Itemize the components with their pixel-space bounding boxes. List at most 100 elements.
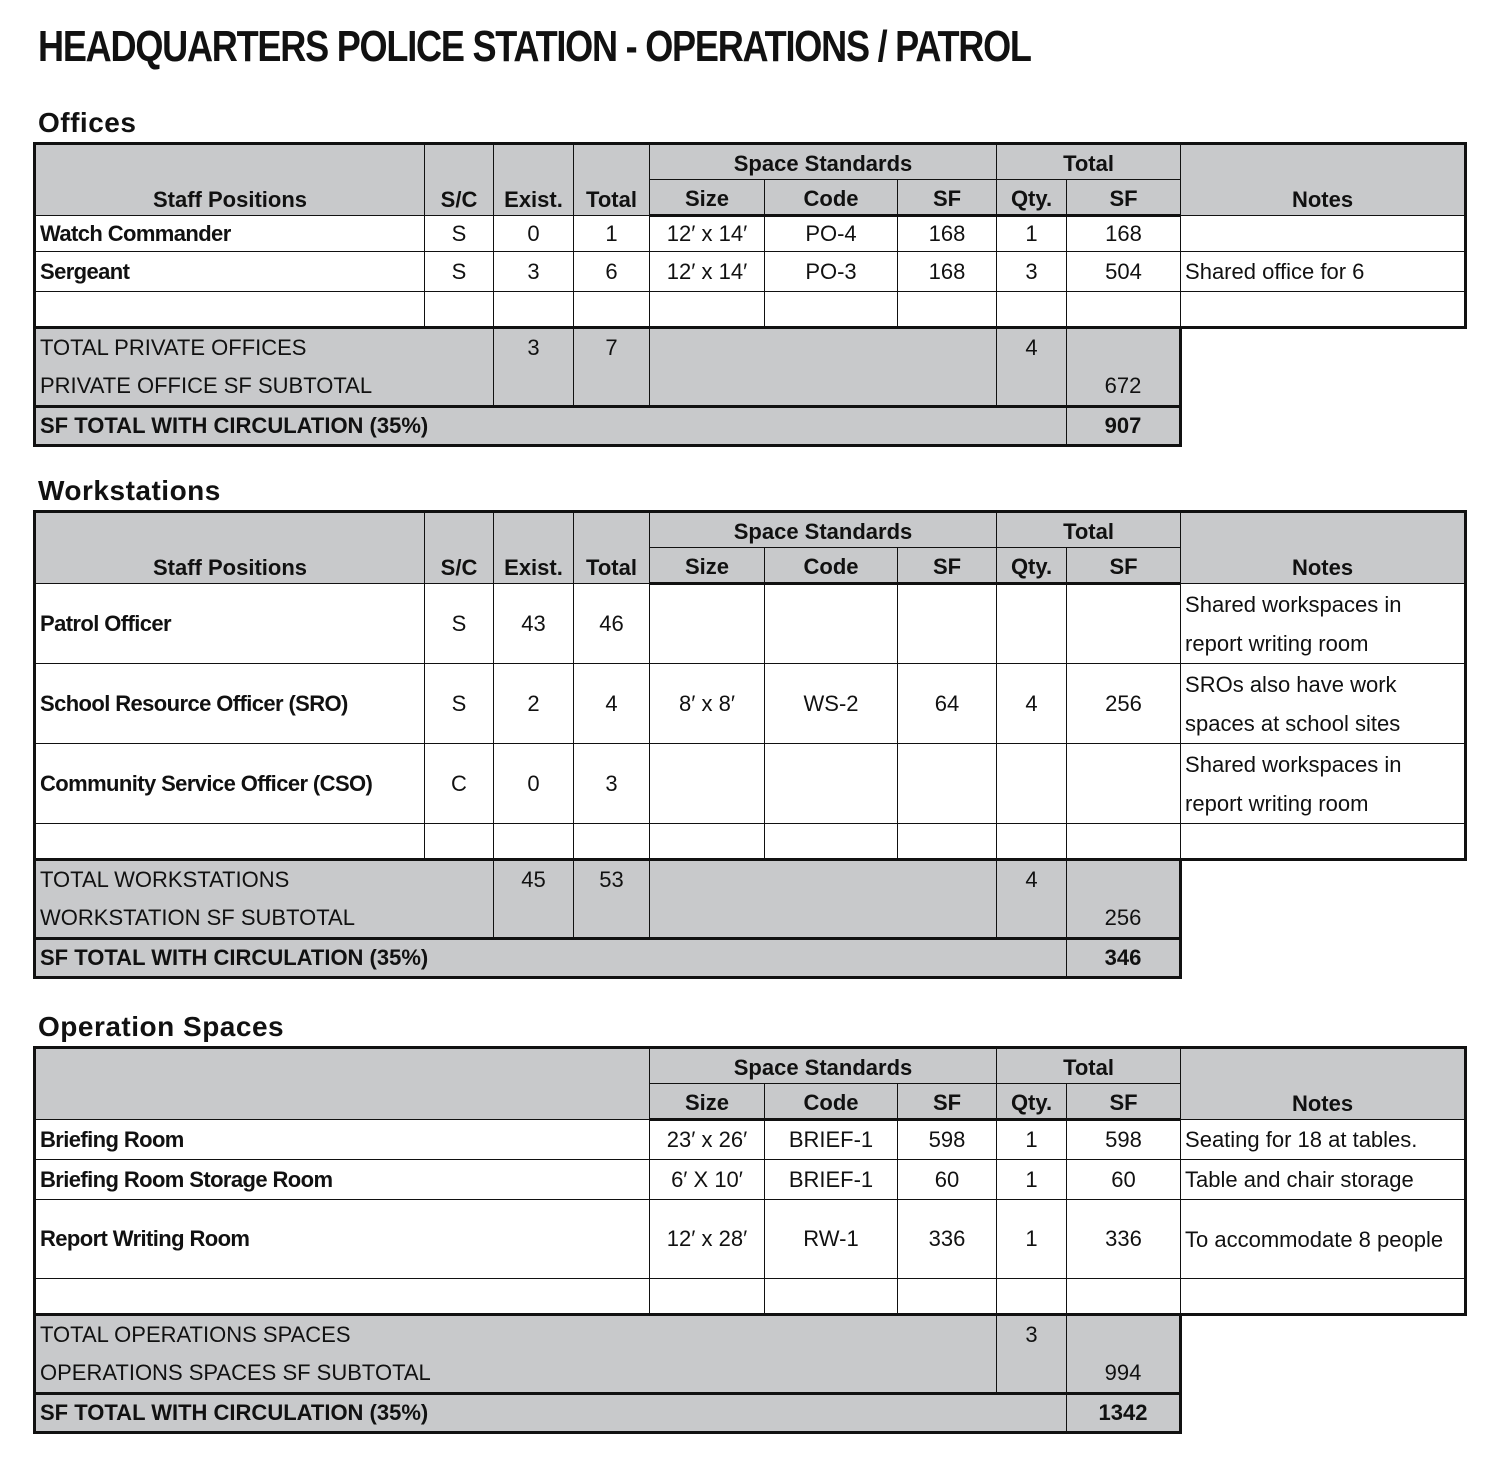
code-value: WS-2 (764, 663, 898, 744)
qty-sum: 4 (996, 327, 1067, 407)
page-title: HEADQUARTERS POLICE STATION - OPERATIONS… (38, 22, 1032, 71)
header-space-standards: Space Standards (648, 511, 998, 548)
blank (649, 859, 997, 939)
total-value: 6 (573, 251, 650, 292)
notes-value: Shared workspaces in report writing room (1180, 743, 1467, 824)
exist-value: 43 (493, 583, 574, 664)
sf-value (896, 291, 998, 328)
code-value (764, 1278, 898, 1315)
table-row: Sergeant S 3 6 12′ x 14′ PO-3 168 3 504 Shared of… (34, 251, 1467, 292)
qty-value (996, 291, 1068, 328)
sc-value: S (424, 663, 494, 744)
header-size: Size (649, 1083, 765, 1121)
code-value (764, 291, 898, 328)
table-row: Watch Commander S 0 1 12′ x 14′ PO-4 168 1 168 (34, 215, 1467, 252)
code-value: RW-1 (764, 1199, 898, 1279)
header-staff-positions: Staff Positions (34, 511, 425, 584)
count-label: TOTAL PRIVATE OFFICES (34, 327, 494, 367)
table-row (34, 291, 1467, 328)
operations-section: Operation Spaces Space Standards Total Note… (33, 1012, 1468, 1434)
circulation-label: SF TOTAL WITH CIRCULATION (35%) (34, 937, 1067, 978)
header-total: Total (573, 143, 650, 216)
sc-value: S (424, 583, 494, 664)
position-name (34, 291, 425, 328)
header-qty: Qty. (996, 179, 1068, 217)
qty-value: 1 (996, 215, 1068, 252)
total-sf-value: 504 (1066, 251, 1182, 292)
offices-summary: TOTAL PRIVATE OFFICES 3 7 4 672 PRIVATE OFFIC… (33, 326, 1182, 447)
header-sf: SF (896, 179, 998, 217)
header-total-group: Total (996, 1047, 1182, 1084)
header-code: Code (764, 547, 898, 585)
header-sf: SF (896, 1083, 998, 1121)
subtotal-label: PRIVATE OFFICE SF SUBTOTAL (34, 367, 494, 407)
exist-value (493, 291, 574, 328)
header-notes: Notes (1180, 1047, 1467, 1120)
exist-sum: 45 (493, 859, 574, 939)
sf-value: 168 (896, 251, 998, 292)
circulation-label: SF TOTAL WITH CIRCULATION (35%) (34, 1392, 1067, 1433)
header-staff-positions: Staff Positions (34, 143, 425, 216)
table-row: School Resource Officer (SRO) S 2 4 8′ x 8′ W… (34, 663, 1467, 744)
total-sf-value (1066, 583, 1182, 664)
notes-value (1180, 1278, 1467, 1315)
table-row: Community Service Officer (CSO) C 0 3 Shared… (34, 743, 1467, 824)
total-sf-value (1066, 291, 1182, 328)
circulation-sf: 346 (1066, 937, 1181, 978)
total-sf-value (1066, 743, 1182, 824)
section-heading: Workstations (38, 475, 221, 506)
total-sf-value: 168 (1066, 215, 1182, 252)
size-value: 12′ x 28′ (649, 1199, 765, 1279)
position-name: Patrol Officer (34, 583, 425, 664)
circulation-label: SF TOTAL WITH CIRCULATION (35%) (34, 405, 1067, 446)
header-sf: SF (896, 547, 998, 585)
operations-table: Space Standards Total Notes Size Code SF Qty. S… (33, 1046, 1468, 1316)
size-value (649, 1278, 765, 1315)
size-value (649, 583, 765, 664)
code-value: PO-4 (764, 215, 898, 252)
notes-value: SROs also have work spaces at school sit… (1180, 663, 1467, 744)
subtotal-label: OPERATIONS SPACES SF SUBTOTAL (34, 1354, 997, 1394)
header-space-standards: Space Standards (648, 143, 998, 180)
size-value: 6′ X 10′ (649, 1159, 765, 1200)
sc-value: C (424, 743, 494, 824)
sf-value: 64 (896, 663, 998, 744)
header-exist: Exist. (493, 143, 574, 216)
header-sc: S/C (424, 143, 494, 216)
sf-value (896, 743, 998, 824)
size-value (649, 743, 765, 824)
total-sf-value: 598 (1066, 1119, 1182, 1160)
code-value (764, 743, 898, 824)
exist-value: 2 (493, 663, 574, 744)
exist-value: 0 (493, 215, 574, 252)
sf-value: 60 (896, 1159, 998, 1200)
qty-value (996, 1278, 1068, 1315)
space-name: Briefing Room (34, 1119, 650, 1160)
qty-value (996, 823, 1068, 860)
header-qty: Qty. (996, 1083, 1068, 1121)
table-row (34, 823, 1467, 860)
header-total-sf: SF (1066, 547, 1182, 585)
sf-value: 598 (896, 1119, 998, 1160)
qty-value: 1 (996, 1159, 1068, 1200)
size-value: 23′ x 26′ (649, 1119, 765, 1160)
space-name: Briefing Room Storage Room (34, 1159, 650, 1200)
sc-value: S (424, 215, 494, 252)
qty-sum: 3 (996, 1314, 1067, 1394)
qty-value (996, 743, 1068, 824)
header-total-sf: SF (1066, 1083, 1182, 1121)
sc-value (424, 823, 494, 860)
qty-value: 3 (996, 251, 1068, 292)
subtotal-label: WORKSTATION SF SUBTOTAL (34, 899, 494, 939)
total-sum: 53 (573, 859, 650, 939)
qty-sum: 4 (996, 859, 1067, 939)
total-sf-value: 336 (1066, 1199, 1182, 1279)
header-code: Code (764, 1083, 898, 1121)
total-sf-value (1066, 1278, 1182, 1315)
total-value: 3 (573, 743, 650, 824)
qty-value: 1 (996, 1119, 1068, 1160)
header-notes: Notes (1180, 511, 1467, 584)
header-total: Total (573, 511, 650, 584)
space-name (34, 1278, 650, 1315)
code-value: BRIEF-1 (764, 1119, 898, 1160)
